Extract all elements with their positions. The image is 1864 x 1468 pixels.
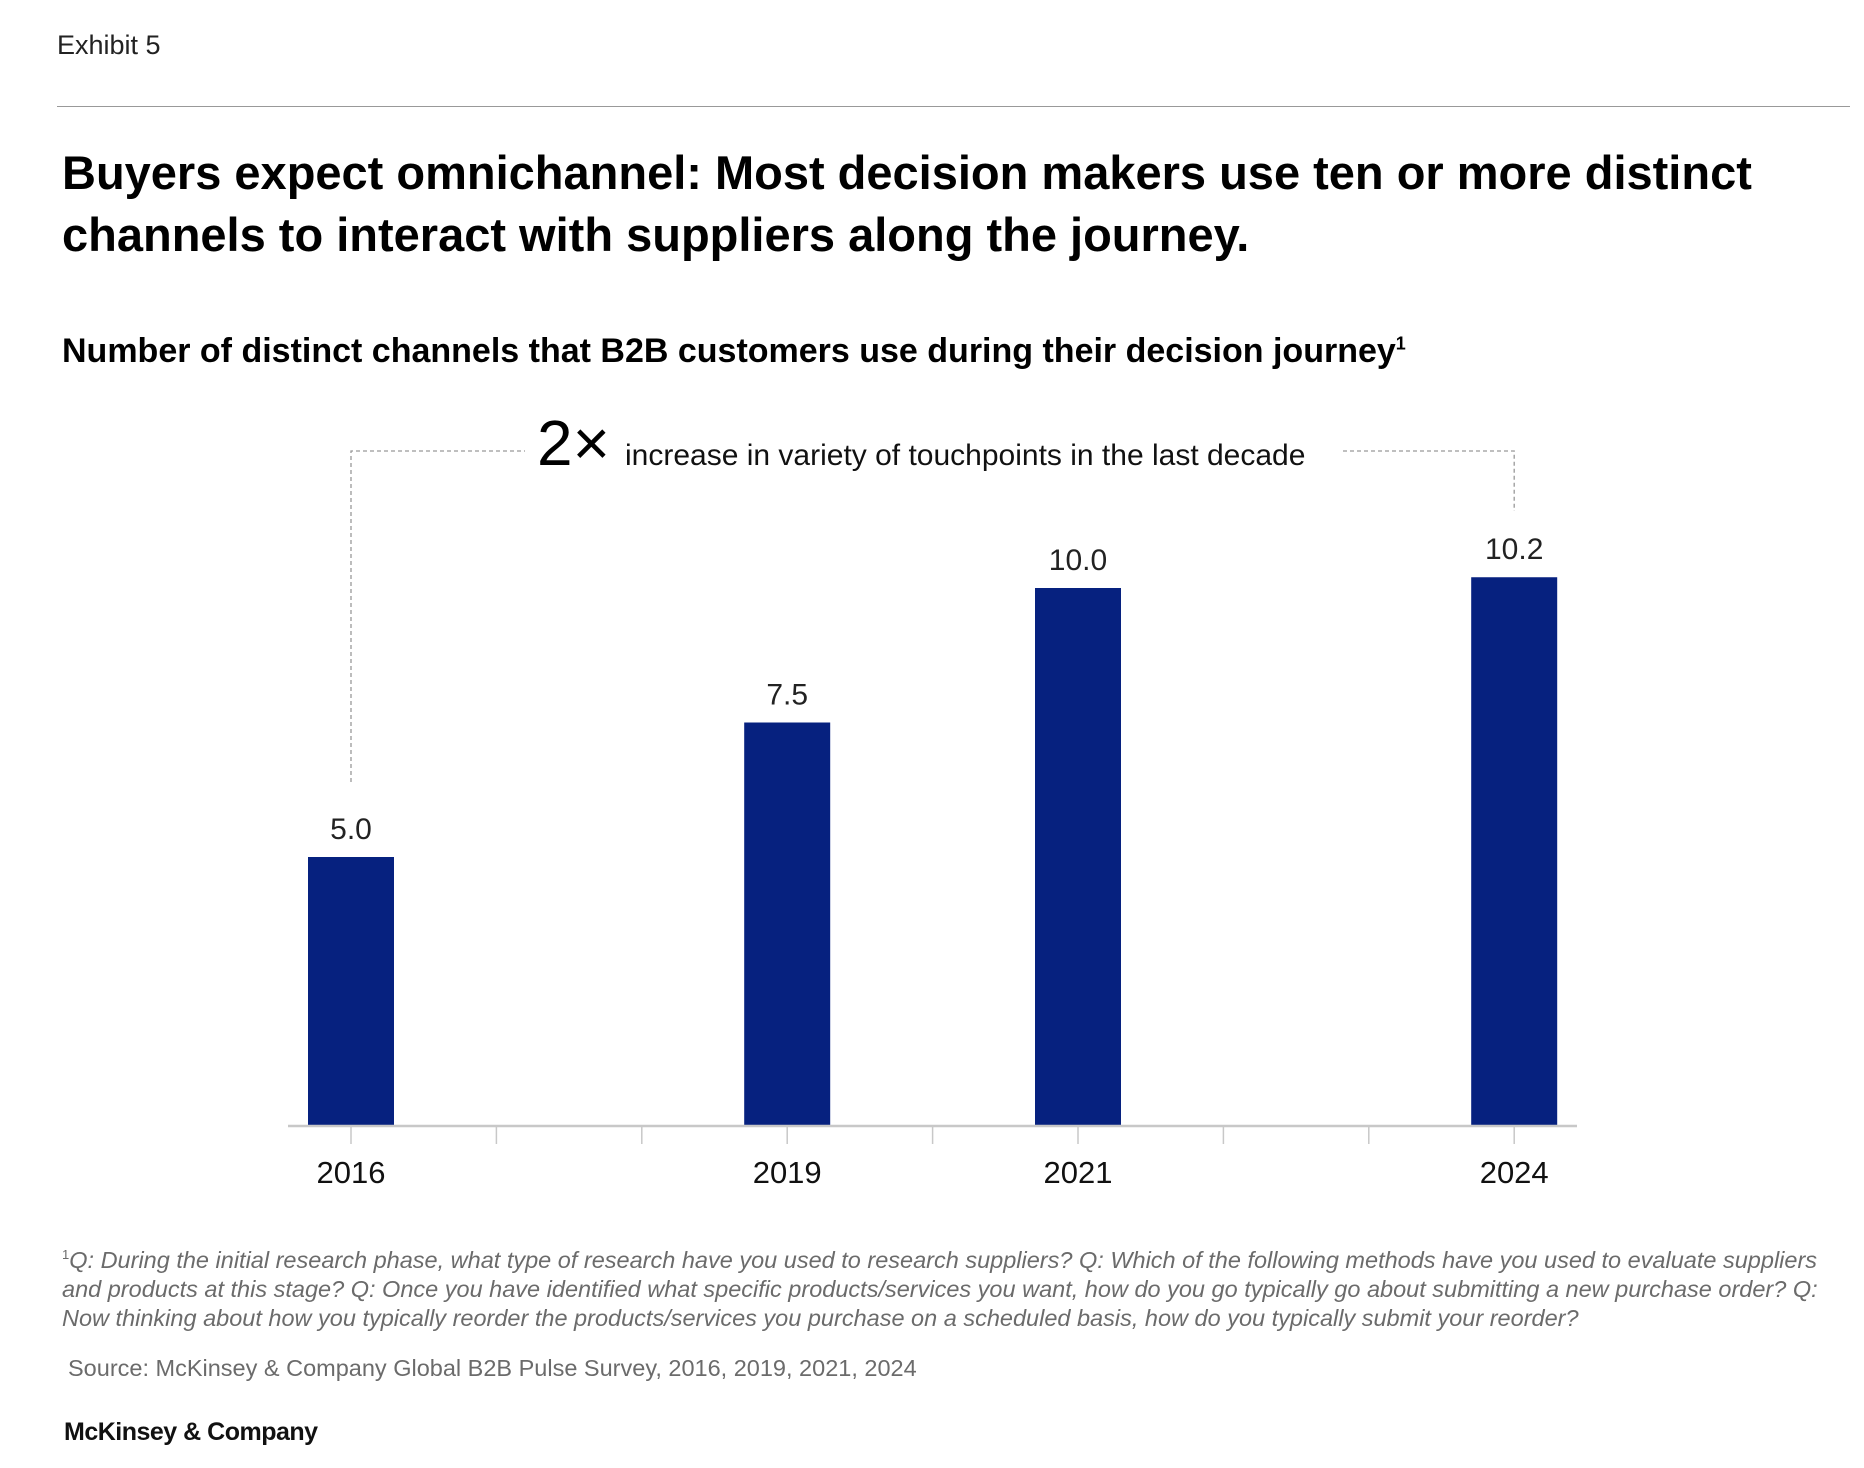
bar-chart: 5.0 2016 7.5 2019 10.0 2021 10.2 2024 2× increase…	[288, 407, 1577, 1190]
annotation-multiplier: 2×	[537, 407, 610, 479]
bracket-right	[1343, 450, 1515, 511]
brand-logo: McKinsey & Company	[64, 1418, 318, 1446]
footnote-marker: 1	[62, 1247, 70, 1262]
bracket-left	[350, 450, 525, 782]
footnote-marker: 1	[1395, 333, 1406, 354]
value-label-2021: 10.0	[1049, 544, 1107, 577]
value-label-2016: 5.0	[330, 813, 372, 846]
source-note: Source: McKinsey & Company Global B2B Pu…	[68, 1355, 917, 1381]
header-divider	[57, 106, 1850, 107]
page-title: Buyers expect omnichannel: Most decision…	[62, 146, 1752, 261]
value-label-2019: 7.5	[766, 679, 808, 712]
subtitle-text: Number of distinct channels that B2B cus…	[62, 332, 1396, 370]
annotation-text: increase in variety of touchpoints in th…	[625, 439, 1305, 472]
bar-2021	[1035, 588, 1121, 1126]
value-label-2024: 10.2	[1485, 533, 1543, 566]
exhibit-label: Exhibit 5	[57, 30, 161, 60]
footnote-text: Q: During the initial research phase, wh…	[62, 1246, 1818, 1331]
tick-label-2024: 2024	[1480, 1155, 1549, 1190]
bar-2019	[744, 722, 831, 1126]
footnote: 1Q: During the initial research phase, w…	[62, 1240, 1842, 1333]
tick-label-2019: 2019	[753, 1155, 822, 1190]
tick-label-2021: 2021	[1044, 1155, 1113, 1190]
chart-subtitle: Number of distinct channels that B2B cus…	[62, 332, 1406, 371]
tick-label-2016: 2016	[317, 1155, 386, 1190]
bar-2024	[1471, 577, 1558, 1126]
bar-2016	[308, 857, 394, 1126]
